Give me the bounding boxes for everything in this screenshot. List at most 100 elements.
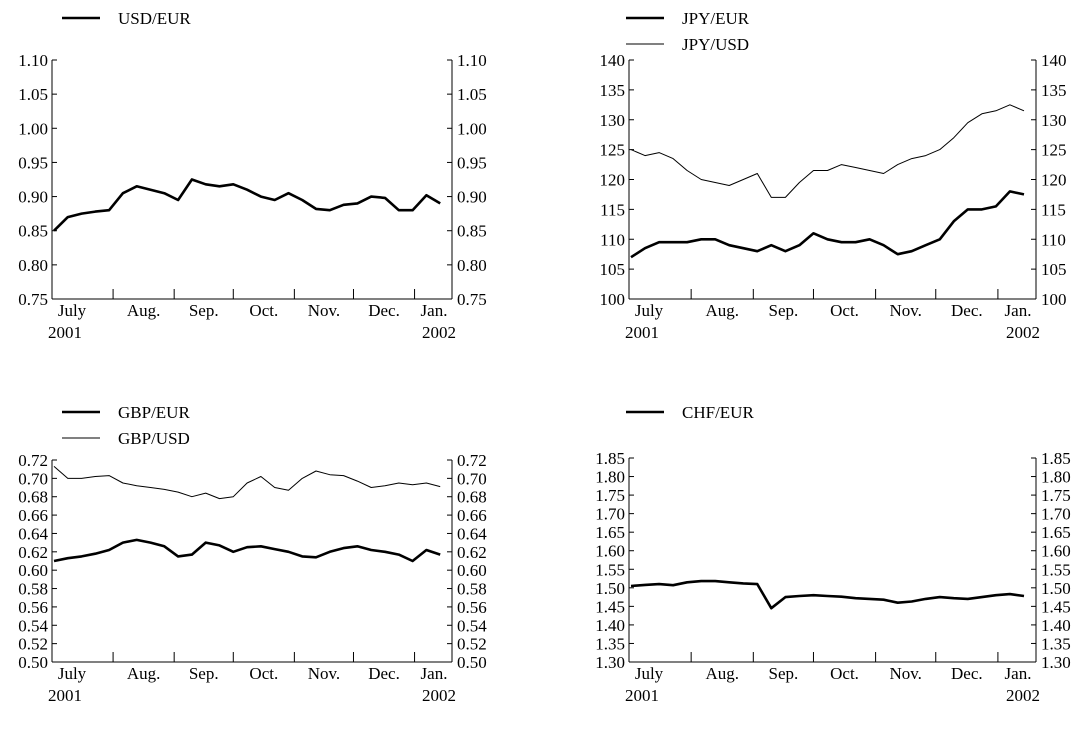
chart-panel-1: 0.75 0.75 0.80 0.80 0.85 0.85 0.90 0.90 0.95 0.95… — [18, 9, 487, 342]
y-tick-label-left: 0.66 — [18, 506, 48, 525]
y-tick-label-right: 1.00 — [457, 119, 487, 138]
y-tick-label-right: 120 — [1041, 171, 1067, 190]
month-label: Aug. — [705, 664, 739, 683]
y-tick-label-left: 0.70 — [18, 469, 48, 488]
month-label: July — [635, 664, 664, 683]
y-tick-label-left: 130 — [600, 111, 626, 130]
year-label-end: 2002 — [422, 686, 456, 705]
month-label: July — [58, 664, 87, 683]
legend-label-gbp-eur: GBP/EUR — [118, 403, 190, 422]
y-tick-label-left: 135 — [600, 81, 626, 100]
legend-label-usd-eur: USD/EUR — [118, 9, 191, 28]
series-line-jpy-usd — [630, 104, 1025, 198]
year-label-start: 2001 — [625, 323, 659, 342]
legend-label-gbp-usd: GBP/USD — [118, 429, 190, 448]
month-label: Sep. — [189, 664, 219, 683]
y-tick-label-right: 105 — [1041, 260, 1067, 279]
y-tick-label-left: 0.50 — [18, 653, 48, 672]
series-line-gbp-eur — [53, 538, 441, 563]
y-tick-label-right: 0.58 — [457, 580, 487, 599]
y-tick-label-right: 140 — [1041, 51, 1067, 70]
y-tick-label-left: 110 — [600, 230, 625, 249]
y-tick-label-right: 110 — [1041, 230, 1066, 249]
y-tick-label-left: 0.62 — [18, 543, 48, 562]
y-tick-label-left: 0.95 — [18, 153, 48, 172]
y-tick-label-right: 0.72 — [457, 451, 487, 470]
month-label: Aug. — [705, 301, 739, 320]
y-tick-label-left: 0.72 — [18, 451, 48, 470]
y-tick-label-left: 1.85 — [595, 449, 625, 468]
y-tick-label-right: 0.90 — [457, 188, 487, 207]
y-tick-label-right: 1.45 — [1041, 597, 1071, 616]
y-tick-label-left: 1.80 — [595, 468, 625, 487]
y-tick-label-right: 1.30 — [1041, 653, 1071, 672]
y-tick-label-left: 125 — [600, 141, 626, 160]
y-tick-label-right: 1.50 — [1041, 579, 1071, 598]
month-label: Oct. — [249, 664, 278, 683]
y-tick-label-right: 0.80 — [457, 256, 487, 275]
y-tick-label-left: 1.70 — [595, 505, 625, 524]
month-label: Jan. — [1005, 664, 1032, 683]
y-tick-label-left: 0.58 — [18, 580, 48, 599]
month-label: Dec. — [368, 301, 400, 320]
y-tick-label-left: 1.30 — [595, 653, 625, 672]
y-tick-label-right: 1.70 — [1041, 505, 1071, 524]
legend-label-jpy-usd: JPY/USD — [682, 35, 749, 54]
y-tick-label-right: 0.95 — [457, 153, 487, 172]
year-label-end: 2002 — [422, 323, 456, 342]
y-tick-label-right: 1.65 — [1041, 523, 1071, 542]
y-tick-label-right: 1.85 — [1041, 449, 1071, 468]
y-tick-label-right: 100 — [1041, 290, 1067, 309]
y-tick-label-left: 0.64 — [18, 524, 48, 543]
series-line-jpy-eur — [630, 190, 1025, 259]
month-label: Dec. — [368, 664, 400, 683]
series-line-usd-eur — [53, 178, 441, 232]
y-tick-label-left: 0.68 — [18, 488, 48, 507]
y-tick-label-right: 1.35 — [1041, 634, 1071, 653]
y-tick-label-left: 1.65 — [595, 523, 625, 542]
y-tick-label-right: 0.85 — [457, 222, 487, 241]
month-label: Jan. — [1005, 301, 1032, 320]
year-label-start: 2001 — [48, 686, 82, 705]
month-label: Dec. — [951, 664, 983, 683]
y-tick-label-left: 0.54 — [18, 616, 48, 635]
month-label: Sep. — [769, 664, 799, 683]
month-label: Oct. — [830, 301, 859, 320]
y-tick-label-right: 0.54 — [457, 616, 487, 635]
y-tick-label-left: 1.75 — [595, 486, 625, 505]
month-label: July — [635, 301, 664, 320]
series-line-chf-eur — [630, 579, 1025, 610]
month-label: Aug. — [127, 664, 161, 683]
month-label: Nov. — [308, 301, 340, 320]
y-tick-label-right: 0.52 — [457, 635, 487, 654]
y-tick-label-left: 0.90 — [18, 188, 48, 207]
month-label: Nov. — [889, 664, 921, 683]
y-tick-label-left: 1.50 — [595, 579, 625, 598]
y-tick-label-left: 1.10 — [18, 51, 48, 70]
y-tick-label-right: 1.10 — [457, 51, 487, 70]
month-label: Oct. — [830, 664, 859, 683]
y-tick-label-right: 0.60 — [457, 561, 487, 580]
y-tick-label-left: 1.35 — [595, 634, 625, 653]
y-tick-label-right: 0.70 — [457, 469, 487, 488]
y-tick-label-left: 0.85 — [18, 222, 48, 241]
y-tick-label-right: 135 — [1041, 81, 1067, 100]
y-tick-label-left: 1.60 — [595, 542, 625, 561]
y-tick-label-left: 0.60 — [18, 561, 48, 580]
y-tick-label-left: 1.05 — [18, 85, 48, 104]
y-tick-label-left: 1.55 — [595, 560, 625, 579]
y-tick-label-right: 115 — [1041, 200, 1066, 219]
y-tick-label-right: 0.68 — [457, 488, 487, 507]
y-tick-label-right: 1.60 — [1041, 542, 1071, 561]
month-label: Dec. — [951, 301, 983, 320]
month-label: Jan. — [421, 664, 448, 683]
y-tick-label-left: 0.52 — [18, 635, 48, 654]
y-tick-label-left: 115 — [600, 200, 625, 219]
y-tick-label-right: 0.50 — [457, 653, 487, 672]
year-label-end: 2002 — [1006, 323, 1040, 342]
y-tick-label-right: 1.75 — [1041, 486, 1071, 505]
y-tick-label-left: 0.80 — [18, 256, 48, 275]
y-tick-label-right: 0.62 — [457, 543, 487, 562]
month-label: Aug. — [127, 301, 161, 320]
